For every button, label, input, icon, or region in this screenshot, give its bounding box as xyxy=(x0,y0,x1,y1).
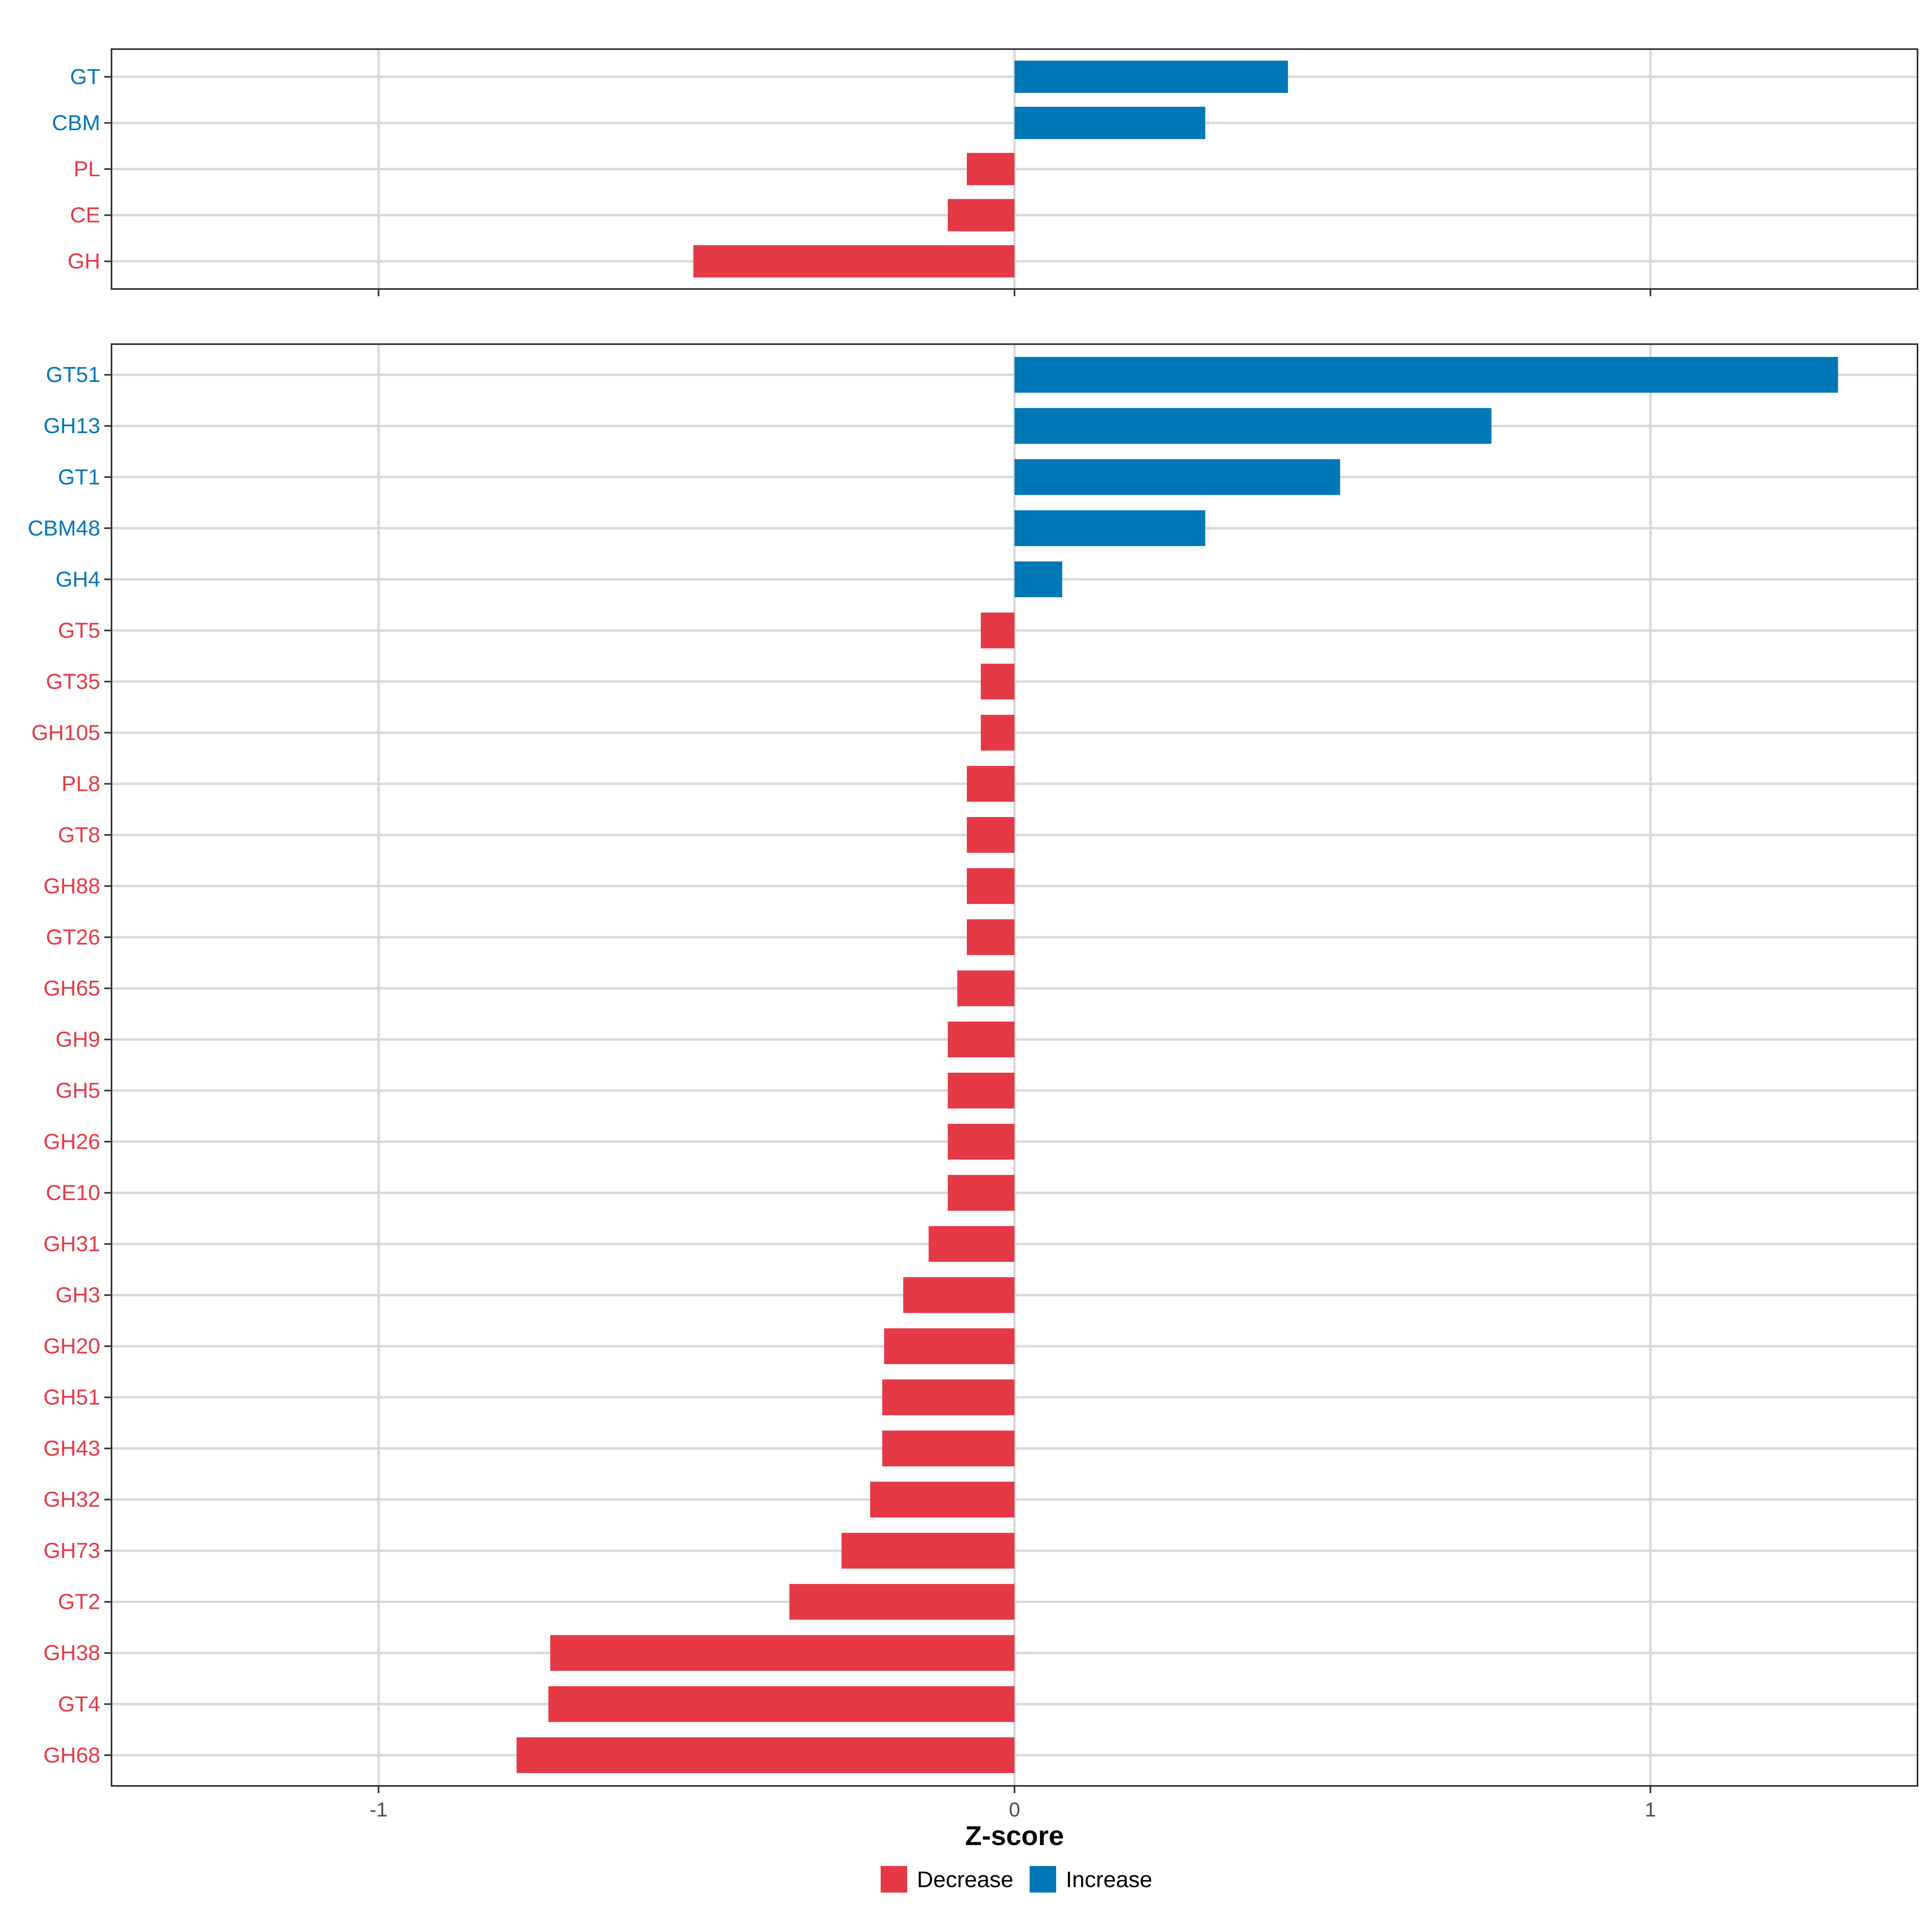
bar-GH20 xyxy=(884,1328,1015,1364)
y-tick-label-GH38: GH38 xyxy=(43,1641,100,1665)
y-tick-label-GH: GH xyxy=(68,249,100,273)
y-tick-label-GH9: GH9 xyxy=(56,1027,100,1051)
y-tick-label-CE: CE xyxy=(70,203,100,227)
y-tick-label-CBM48: CBM48 xyxy=(28,516,100,540)
bar-GT35 xyxy=(980,663,1015,700)
bar-GH38 xyxy=(550,1635,1015,1671)
y-tick-label-GH105: GH105 xyxy=(31,720,100,745)
bar-PL xyxy=(967,153,1015,186)
y-tick-label-GT8: GT8 xyxy=(58,823,100,847)
y-tick-label-GH5: GH5 xyxy=(56,1079,100,1103)
bar-GH31 xyxy=(929,1226,1015,1262)
y-tick-label-GH3: GH3 xyxy=(56,1283,100,1307)
legend-label-increase: Increase xyxy=(1066,1867,1152,1892)
bar-GT8 xyxy=(967,817,1015,853)
panel-family-level: GT51 GH13 GT1 CBM48 GH4 GT5 GT35 GH105 PL8 GT8 GH8… xyxy=(28,343,1918,1821)
y-tick-label-GH51: GH51 xyxy=(43,1385,100,1410)
y-tick-label-GH43: GH43 xyxy=(43,1437,100,1461)
panel-class-level: GT CBM PL CE GH xyxy=(52,48,1918,296)
bar-GH13 xyxy=(1014,408,1492,444)
y-tick-label-GH68: GH68 xyxy=(43,1743,100,1767)
y-tick-label-GH31: GH31 xyxy=(43,1232,100,1256)
bar-CBM48 xyxy=(1014,510,1205,546)
y-tick-label-GT4: GT4 xyxy=(58,1692,100,1716)
x-tick-label: -1 xyxy=(369,1798,387,1821)
y-tick-label-CE10: CE10 xyxy=(46,1181,100,1205)
y-tick-label-GT: GT xyxy=(70,65,100,89)
bar-CE10 xyxy=(947,1175,1015,1211)
bar-GH32 xyxy=(870,1482,1015,1518)
bar-GT5 xyxy=(980,612,1015,648)
x-axis-title: Z-score xyxy=(965,1821,1064,1851)
bar-GH3 xyxy=(903,1277,1015,1313)
y-tick-label-GT26: GT26 xyxy=(46,925,100,949)
y-tick-label-GH4: GH4 xyxy=(56,567,100,591)
y-tick-label-GH13: GH13 xyxy=(43,414,100,438)
bar-GH105 xyxy=(980,714,1015,751)
bar-GH26 xyxy=(947,1124,1015,1160)
bar-GH5 xyxy=(947,1073,1015,1108)
bar-GH xyxy=(693,245,1015,278)
x-tick-label: 1 xyxy=(1645,1798,1656,1821)
y-tick-label-GH32: GH32 xyxy=(43,1488,100,1512)
y-tick-label-GH73: GH73 xyxy=(43,1539,100,1563)
y-tick-label-GT51: GT51 xyxy=(46,363,100,387)
y-tick-label-GH88: GH88 xyxy=(43,874,100,898)
y-tick-label-GH20: GH20 xyxy=(43,1334,100,1358)
bar-GT4 xyxy=(548,1686,1015,1722)
bar-GT2 xyxy=(789,1584,1015,1620)
y-tick-label-CBM: CBM xyxy=(52,111,100,135)
bar-GH51 xyxy=(882,1379,1015,1416)
y-tick-label-GH65: GH65 xyxy=(43,976,100,1000)
bar-GH88 xyxy=(967,868,1015,904)
bar-CBM xyxy=(1014,107,1205,139)
bar-GH43 xyxy=(882,1430,1015,1467)
y-tick-label-PL: PL xyxy=(74,157,100,181)
bar-CE xyxy=(947,199,1015,231)
bar-GT1 xyxy=(1014,459,1340,495)
bar-PL8 xyxy=(967,766,1015,802)
bar-GT xyxy=(1014,60,1288,93)
legend: Decrease Increase xyxy=(881,1866,1152,1893)
y-tick-label-GT5: GT5 xyxy=(58,618,100,642)
bar-GT51 xyxy=(1014,357,1838,393)
legend-key-decrease xyxy=(881,1866,907,1893)
y-tick-label-GH26: GH26 xyxy=(43,1130,100,1154)
bar-GH65 xyxy=(957,970,1015,1006)
bar-GT26 xyxy=(967,919,1015,955)
legend-label-decrease: Decrease xyxy=(917,1867,1013,1892)
y-tick-label-PL8: PL8 xyxy=(62,772,100,796)
y-tick-label-GT1: GT1 xyxy=(58,465,100,489)
y-tick-label-GT2: GT2 xyxy=(58,1590,100,1614)
bar-GH4 xyxy=(1014,561,1062,597)
y-tick-label-GT35: GT35 xyxy=(46,669,100,694)
legend-key-increase xyxy=(1030,1866,1056,1893)
x-tick-label: 0 xyxy=(1009,1798,1020,1821)
bar-GH68 xyxy=(516,1737,1015,1773)
bar-GH9 xyxy=(947,1022,1015,1057)
bar-GH73 xyxy=(841,1533,1015,1569)
